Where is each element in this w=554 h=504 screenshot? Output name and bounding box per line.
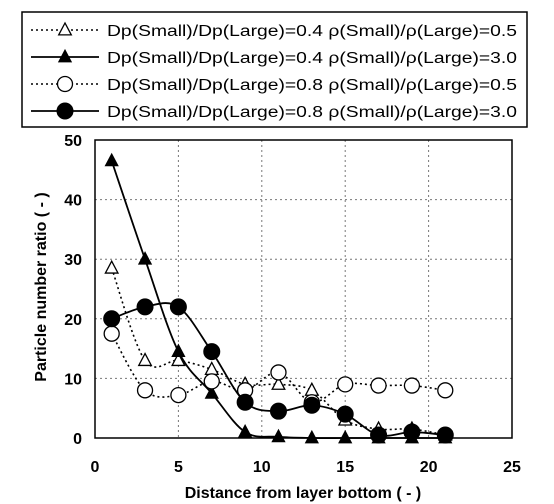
marker-series-3 xyxy=(270,364,287,381)
legend-box xyxy=(21,11,528,128)
y-axis-title: Particle number ratio ( - ) xyxy=(33,192,50,381)
marker-series-3 xyxy=(103,325,120,342)
marker-legend xyxy=(57,21,73,36)
marker-series-4 xyxy=(403,423,421,441)
marker-series-4 xyxy=(103,310,121,328)
marker-series-2 xyxy=(137,251,153,265)
x-axis-title: Distance from layer bottom ( - ) xyxy=(185,485,421,502)
marker-series-2 xyxy=(338,429,353,444)
marker-series-1 xyxy=(137,352,153,367)
y-tick-label: 50 xyxy=(64,133,82,150)
marker-series-3 xyxy=(370,377,387,394)
legend-label: Dp(Small)/Dp(Large)=0.8 ρ(Small)/ρ(Large… xyxy=(107,77,517,94)
y-tick-label: 20 xyxy=(64,312,82,329)
marker-series-4 xyxy=(370,426,388,444)
marker-series-1 xyxy=(171,352,186,367)
marker-series-4 xyxy=(236,393,254,411)
marker-series-3 xyxy=(203,373,220,390)
marker-series-3 xyxy=(136,382,154,399)
marker-legend xyxy=(56,102,74,120)
marker-series-4 xyxy=(203,343,221,361)
y-tick-label: 10 xyxy=(64,371,82,388)
series-layer xyxy=(103,152,454,444)
marker-series-2 xyxy=(304,429,319,444)
marker-series-2 xyxy=(204,385,219,399)
marker-series-2 xyxy=(237,423,253,438)
x-tick-label: 25 xyxy=(503,459,521,476)
x-tick-label: 10 xyxy=(253,459,271,476)
y-tick-label: 40 xyxy=(64,193,82,210)
legend-entry: Dp(Small)/Dp(Large)=0.8 ρ(Small)/ρ(Large… xyxy=(31,75,517,94)
marker-legend xyxy=(56,75,74,93)
series-3 xyxy=(103,325,454,411)
marker-series-1 xyxy=(304,381,320,396)
marker-series-4 xyxy=(303,396,321,414)
legend: Dp(Small)/Dp(Large)=0.4 ρ(Small)/ρ(Large… xyxy=(21,11,528,128)
legend-label: Dp(Small)/Dp(Large)=0.4 ρ(Small)/ρ(Large… xyxy=(107,50,517,67)
x-tick-label: 5 xyxy=(174,459,183,476)
x-tick-label: 20 xyxy=(420,459,438,476)
series-line-2 xyxy=(110,160,446,439)
marker-series-2 xyxy=(104,152,119,167)
legend-entry: Dp(Small)/Dp(Large)=0.8 ρ(Small)/ρ(Large… xyxy=(31,102,517,121)
legend-entry: Dp(Small)/Dp(Large)=0.4 ρ(Small)/ρ(Large… xyxy=(31,48,517,67)
marker-series-3 xyxy=(337,376,354,393)
x-tick-label: 0 xyxy=(91,459,100,476)
x-tick-label: 15 xyxy=(336,459,354,476)
marker-series-4 xyxy=(269,402,287,420)
marker-series-4 xyxy=(136,298,154,316)
marker-series-1 xyxy=(104,259,120,274)
series-4 xyxy=(103,298,454,444)
series-2 xyxy=(104,152,453,444)
marker-series-3 xyxy=(403,377,421,394)
marker-series-2 xyxy=(171,343,186,357)
legend-label: Dp(Small)/Dp(Large)=0.8 ρ(Small)/ρ(Large… xyxy=(107,104,517,121)
marker-series-4 xyxy=(436,426,454,444)
marker-series-1 xyxy=(271,375,286,390)
marker-legend xyxy=(57,48,73,63)
marker-series-3 xyxy=(437,382,454,399)
marker-series-4 xyxy=(336,405,354,423)
y-tick-label: 0 xyxy=(73,431,82,448)
tick-labels: 0 5 10 15 20 25 0 10 20 30 40 50 xyxy=(64,133,521,476)
marker-series-3 xyxy=(170,386,187,404)
plot-frame xyxy=(94,139,513,439)
y-tick-label: 30 xyxy=(64,252,82,269)
plot-area-border xyxy=(94,139,513,439)
legend-label: Dp(Small)/Dp(Large)=0.4 ρ(Small)/ρ(Large… xyxy=(107,23,517,40)
marker-series-4 xyxy=(169,298,187,316)
legend-entry: Dp(Small)/Dp(Large)=0.4 ρ(Small)/ρ(Large… xyxy=(31,21,517,40)
